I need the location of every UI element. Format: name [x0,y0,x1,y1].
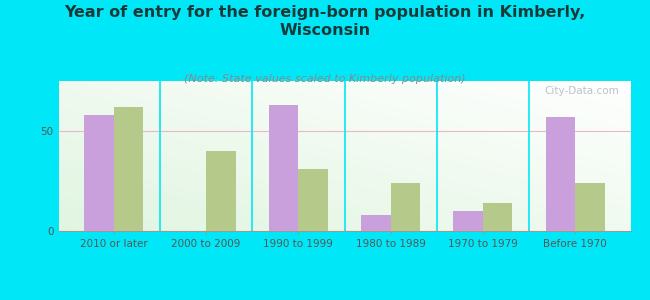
Bar [483,203,512,231]
Bar [545,117,575,231]
Text: (Note: State values scaled to Kimberly population): (Note: State values scaled to Kimberly p… [184,74,466,83]
Bar [298,169,328,231]
Bar [269,105,298,231]
Text: City-Data.com: City-Data.com [544,85,619,95]
Bar [361,215,391,231]
Bar [575,183,604,231]
Bar [206,151,236,231]
Bar [114,107,144,231]
Bar [84,115,114,231]
Bar [453,211,483,231]
Bar [391,183,420,231]
Text: Year of entry for the foreign-born population in Kimberly,
Wisconsin: Year of entry for the foreign-born popul… [64,4,586,38]
